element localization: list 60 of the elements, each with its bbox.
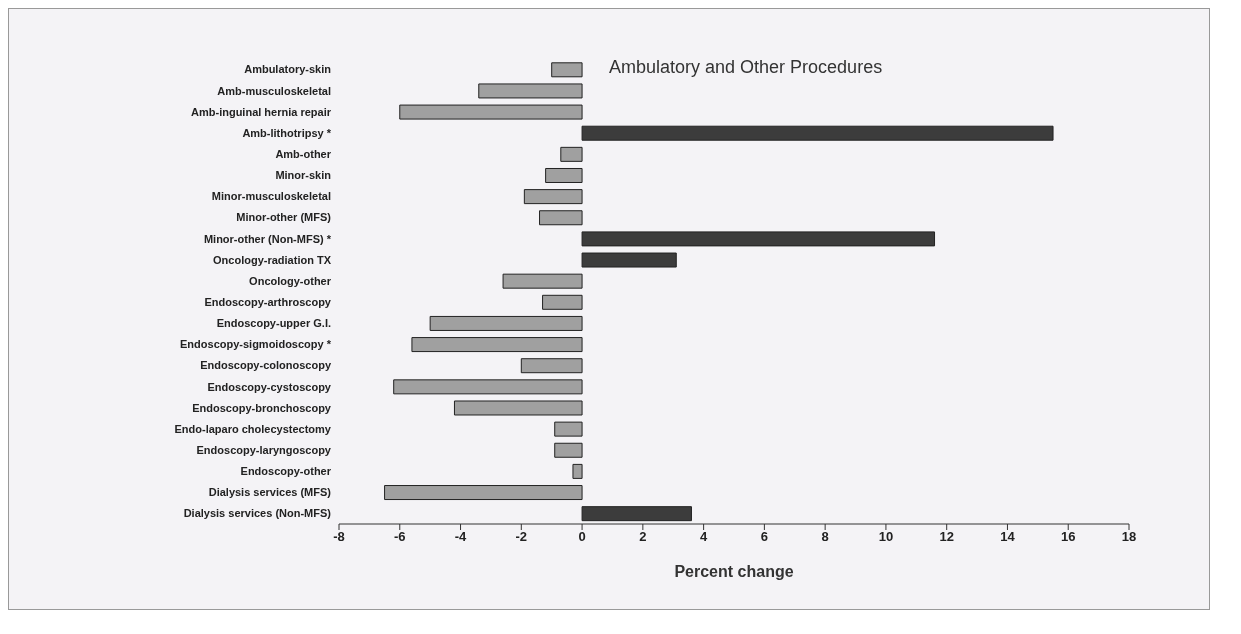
y-tick-label: Minor-other (Non-MFS) *	[203, 232, 332, 245]
bar	[520, 358, 583, 374]
bar	[581, 231, 936, 247]
bar	[539, 210, 583, 226]
x-tick-label: -8	[333, 529, 345, 545]
y-tick-label: Endo-laparo cholecystectomy	[174, 422, 332, 435]
y-tick-label: Endoscopy-colonoscopy	[200, 359, 332, 372]
bar	[560, 146, 583, 162]
y-tick-label: Amb-other	[275, 148, 332, 161]
bar	[542, 294, 583, 310]
x-tick-label: 14	[1000, 529, 1016, 545]
bar	[572, 463, 583, 479]
y-tick-label: Dialysis services (MFS)	[208, 486, 332, 499]
x-tick-label: 4	[700, 529, 708, 545]
bar	[399, 104, 583, 120]
bar	[581, 252, 677, 268]
y-tick-label: Endoscopy-other	[240, 465, 332, 478]
bar	[384, 485, 583, 501]
bar	[523, 189, 583, 205]
x-tick-label: 12	[939, 529, 954, 545]
bar	[453, 400, 583, 416]
x-tick-label: -6	[393, 529, 406, 545]
chart-title: Ambulatory and Other Procedures	[609, 57, 883, 78]
x-tick-label: 6	[760, 529, 768, 545]
bar	[393, 379, 583, 395]
y-tick-label: Endoscopy-bronchoscopy	[192, 401, 332, 414]
bar	[554, 442, 583, 458]
y-tick-label: Ambulatory-skin	[244, 63, 332, 76]
bar	[478, 83, 583, 99]
x-tick-label: 10	[878, 529, 894, 545]
y-tick-label: Oncology-other	[249, 274, 332, 287]
y-tick-label: Amb-musculoskeletal	[217, 84, 331, 97]
x-tick-label: 0	[578, 529, 586, 545]
x-axis-title: Percent change	[674, 563, 794, 580]
x-tick-label: 16	[1061, 529, 1076, 545]
y-tick-label: Minor-musculoskeletal	[211, 190, 331, 203]
y-tick-label: Endoscopy-cystoscopy	[207, 380, 332, 393]
x-tick-label: -2	[515, 529, 528, 545]
y-tick-label: Endoscopy-arthroscopy	[204, 295, 332, 308]
y-tick-label: Oncology-radiation TX	[213, 253, 332, 266]
bar	[411, 337, 583, 353]
y-tick-label: Endoscopy-sigmoidoscopy *	[180, 338, 332, 351]
x-tick-label: -4	[454, 529, 468, 545]
bar	[581, 506, 692, 522]
y-tick-label: Amb-inguinal hernia repair	[191, 105, 332, 118]
y-tick-label: Endoscopy-upper G.I.	[216, 317, 331, 330]
y-tick-label: Endoscopy-laryngoscopy	[196, 443, 332, 456]
y-tick-label: Minor-skin	[275, 169, 332, 182]
y-tick-label: Amb-lithotripsy *	[242, 126, 332, 139]
bar	[581, 125, 1054, 141]
y-tick-label: Minor-other (MFS)	[236, 211, 332, 224]
y-tick-label: Dialysis services (Non-MFS)	[183, 507, 332, 520]
bar	[554, 421, 583, 437]
x-tick-label: 18	[1121, 529, 1137, 545]
bar	[502, 273, 583, 289]
bar	[429, 315, 583, 331]
bar	[545, 167, 583, 183]
x-tick-label: 8	[821, 529, 829, 545]
x-tick-label: 2	[639, 529, 647, 545]
bar	[551, 62, 583, 78]
